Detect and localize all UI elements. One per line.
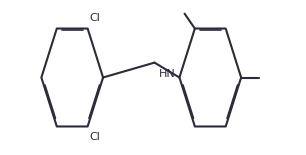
Text: Cl: Cl: [89, 132, 100, 142]
Text: HN: HN: [159, 69, 176, 79]
Text: Cl: Cl: [89, 13, 100, 23]
